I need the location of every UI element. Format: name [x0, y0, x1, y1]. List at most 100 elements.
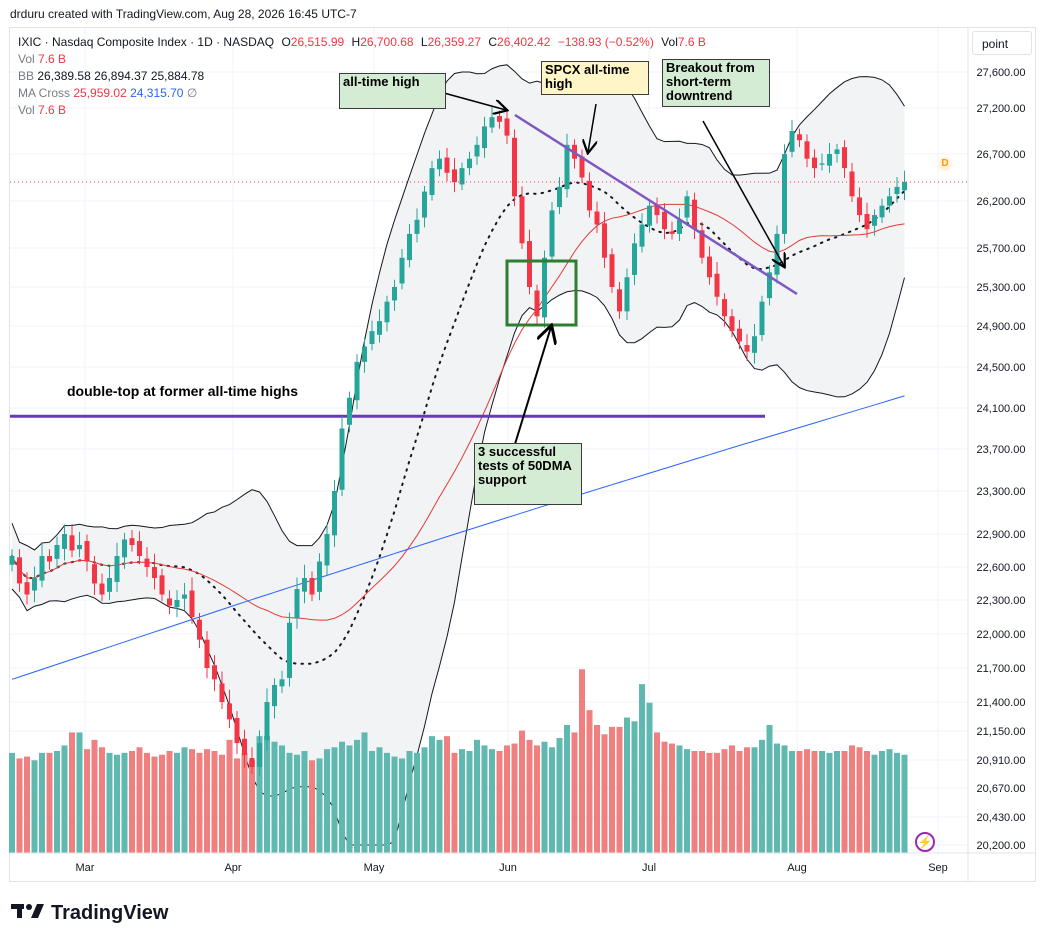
bollinger-lower-line [11, 277, 905, 846]
legend-vol-row[interactable]: Vol 7.6 B [18, 51, 710, 68]
candle [722, 293, 727, 327]
lightning-icon[interactable]: ⚡ [915, 832, 935, 852]
candle [617, 282, 622, 319]
time-tick-label: Jun [499, 862, 517, 874]
volume-bar [9, 752, 15, 853]
volume-bar [24, 756, 30, 853]
volume-bar [241, 752, 248, 853]
candle [272, 678, 277, 719]
candle-body [399, 257, 405, 284]
candle-body [609, 254, 615, 287]
volume-bar [376, 747, 383, 853]
ma200-line [11, 395, 905, 680]
volume-bar [489, 749, 495, 853]
legend-bb-row[interactable]: BB 26,389.58 26,894.37 25,884.78 [18, 68, 710, 85]
candle [482, 116, 487, 158]
volume-bar [69, 732, 75, 853]
eye-off-icon[interactable]: ∅ [186, 86, 198, 100]
volume-bar [369, 751, 375, 853]
candle [47, 549, 52, 570]
candle [324, 524, 330, 576]
vol-indicator-value: 7.6 B [38, 52, 67, 66]
candle-body [587, 180, 592, 211]
volume-bar [804, 749, 810, 853]
volume-bar [774, 743, 780, 853]
logo-text: TradingView [51, 901, 169, 924]
candle [594, 201, 600, 233]
candle [639, 213, 645, 253]
candle [819, 153, 825, 171]
volume-bar [534, 745, 540, 853]
volume-bar [151, 756, 158, 853]
candle-body [39, 556, 45, 581]
candle [9, 549, 15, 572]
price-axis: 27,600.00 27,200.00 26,700.00 26,200.00 25,7… [967, 28, 1026, 881]
candle [789, 119, 795, 158]
volume-bar [129, 751, 135, 853]
volume-bar [676, 745, 683, 853]
candle [62, 524, 67, 561]
candle [549, 201, 555, 263]
volume-bar [399, 758, 405, 853]
candle-body [812, 157, 817, 169]
volume-bar [519, 730, 525, 853]
price-tick-label: 21,150.00 [977, 726, 1026, 738]
symbol-label[interactable]: IXIC · Nasdaq Composite Index · 1D · NAS… [18, 35, 275, 49]
candle [204, 631, 210, 679]
candle-body [99, 583, 105, 595]
candle [474, 136, 480, 165]
candle-body [294, 589, 300, 619]
candle [812, 149, 817, 178]
legend-symbol-row[interactable]: IXIC · Nasdaq Composite Index · 1D · NAS… [18, 34, 710, 51]
candle-body [122, 539, 127, 558]
double-top-annotation: double-top at former all-time highs [67, 383, 299, 399]
volume-bar [789, 751, 795, 853]
volume-bar [331, 747, 338, 853]
candle-body [879, 205, 885, 218]
chart-frame[interactable] [9, 27, 1036, 882]
support-test-annotation: 3 successful tests of 50DMA support [474, 443, 582, 505]
candle-body [662, 211, 667, 230]
candle-body [647, 205, 652, 226]
volume-bar [91, 739, 98, 853]
candle-body [62, 534, 67, 549]
tradingview-logo[interactable]: TradingView [11, 900, 168, 926]
candle [137, 531, 142, 565]
legend-ma-row[interactable]: MA Cross 25,959.02 24,315.70 ∅ [18, 85, 710, 102]
candle [317, 553, 322, 601]
time-tick-label: Aug [787, 862, 807, 874]
candle [737, 319, 742, 350]
candle-body [857, 197, 862, 216]
candle [669, 221, 675, 240]
candle-body [527, 241, 532, 287]
dividend-badge[interactable]: D [938, 157, 952, 171]
candle-body [864, 213, 870, 230]
volume-bar [796, 751, 803, 853]
candle-body [699, 230, 705, 258]
candle [332, 479, 337, 547]
candle [24, 572, 30, 605]
candle-body [677, 219, 682, 234]
candle [902, 170, 907, 201]
volume-bar [16, 758, 23, 853]
candle-body [894, 186, 900, 195]
legend-vol2-row[interactable]: Vol 7.6 B [18, 102, 710, 119]
low-key: L [420, 35, 428, 49]
candle-body [549, 210, 555, 257]
volume-bar [541, 741, 548, 853]
scale-mode-button[interactable]: point [972, 31, 1032, 55]
candle-body [279, 679, 285, 687]
volume-bar [481, 745, 488, 853]
candle-body [617, 289, 622, 312]
candle-body [722, 299, 727, 317]
volume-bar [834, 751, 840, 853]
candle-body [767, 272, 772, 299]
vol-indicator-key: Vol [18, 52, 35, 66]
candle-body [92, 564, 97, 584]
candle-body [737, 328, 742, 342]
ma-cross-key: MA Cross [18, 86, 71, 100]
candle-body [212, 665, 217, 680]
candle [542, 250, 547, 328]
candle [39, 542, 45, 588]
volume-bar [339, 741, 345, 853]
